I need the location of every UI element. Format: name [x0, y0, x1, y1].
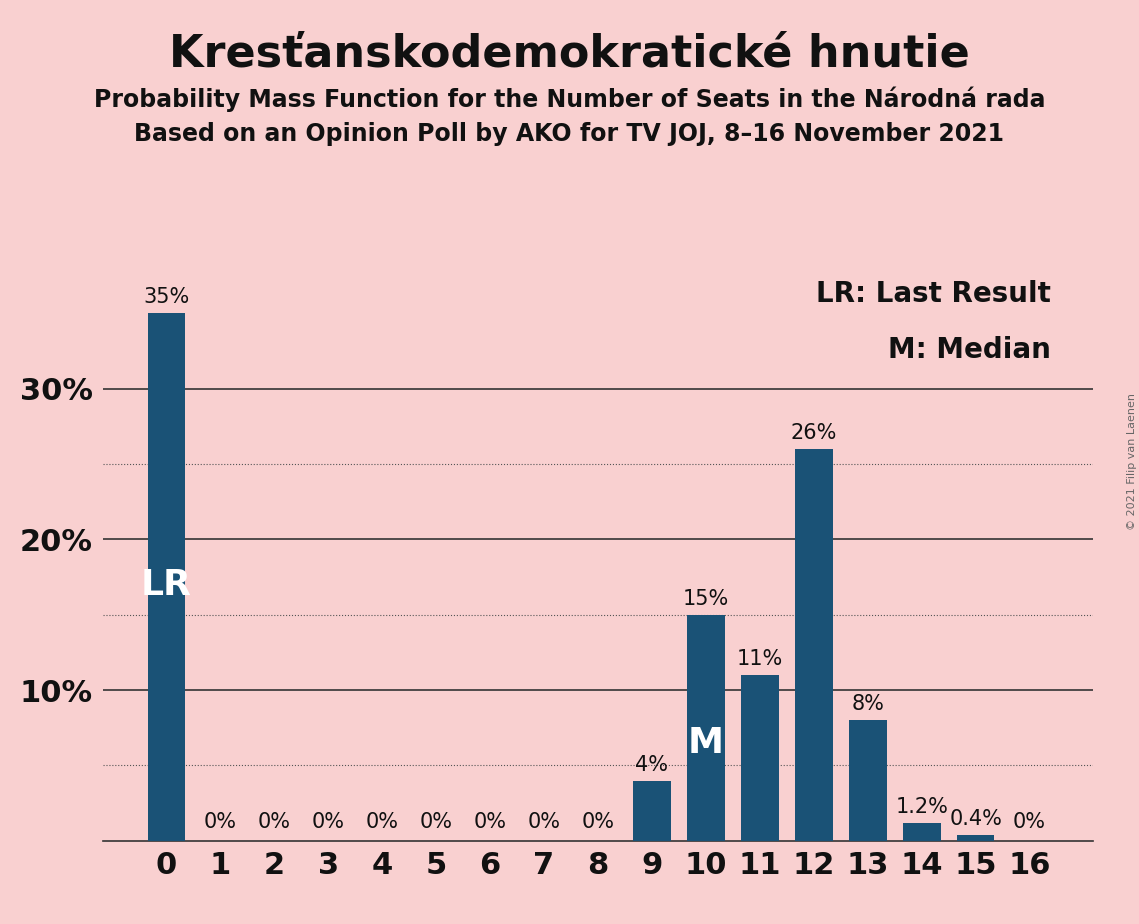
Bar [633, 781, 671, 841]
Bar [741, 675, 779, 841]
Text: 0%: 0% [527, 812, 560, 832]
Text: 15%: 15% [682, 589, 729, 609]
Text: 0%: 0% [366, 812, 399, 832]
Text: LR: LR [141, 567, 191, 602]
Bar [849, 720, 886, 841]
Bar [795, 449, 833, 841]
Text: 0%: 0% [1013, 812, 1046, 832]
Text: 1.2%: 1.2% [895, 796, 948, 817]
Text: M: M [688, 726, 724, 760]
Bar [148, 313, 186, 841]
Text: 11%: 11% [737, 649, 782, 669]
Text: 0%: 0% [257, 812, 290, 832]
Text: 0%: 0% [582, 812, 614, 832]
Text: 0%: 0% [419, 812, 452, 832]
Bar [687, 614, 724, 841]
Text: 0.4%: 0.4% [949, 808, 1002, 829]
Text: Based on an Opinion Poll by AKO for TV JOJ, 8–16 November 2021: Based on an Opinion Poll by AKO for TV J… [134, 122, 1005, 146]
Text: 8%: 8% [851, 694, 884, 714]
Text: Probability Mass Function for the Number of Seats in the Národná rada: Probability Mass Function for the Number… [93, 87, 1046, 113]
Bar [903, 822, 941, 841]
Text: 26%: 26% [790, 423, 837, 443]
Text: 0%: 0% [474, 812, 507, 832]
Text: 0%: 0% [204, 812, 237, 832]
Text: LR: Last Result: LR: Last Result [817, 280, 1051, 308]
Text: M: Median: M: Median [888, 335, 1051, 364]
Text: 35%: 35% [144, 287, 189, 307]
Text: 4%: 4% [636, 755, 669, 774]
Text: 0%: 0% [312, 812, 345, 832]
Text: © 2021 Filip van Laenen: © 2021 Filip van Laenen [1126, 394, 1137, 530]
Bar [957, 834, 994, 841]
Text: Kresťanskodemokratické hnutie: Kresťanskodemokratické hnutie [169, 32, 970, 76]
